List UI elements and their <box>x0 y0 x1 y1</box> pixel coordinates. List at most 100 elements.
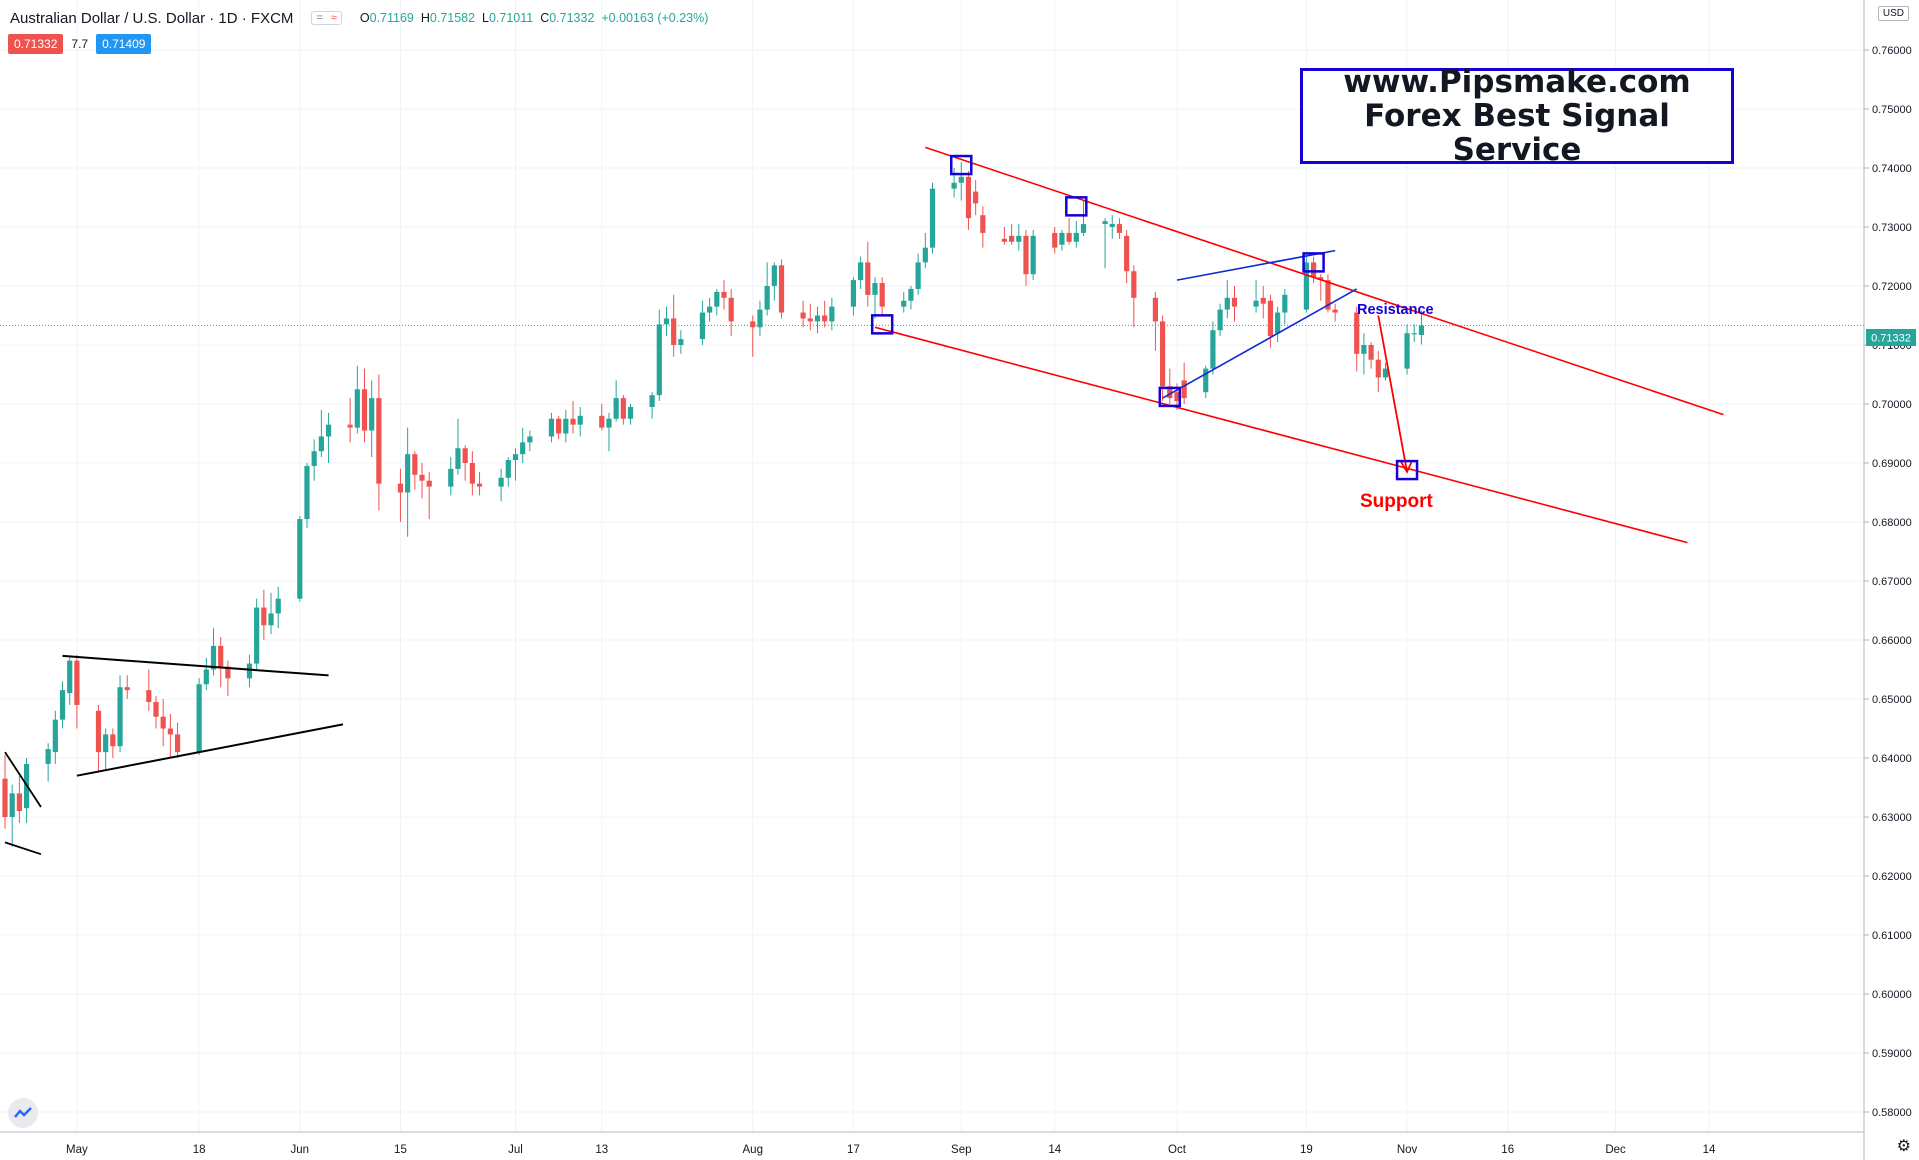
candle-body <box>412 454 418 475</box>
candle <box>1203 365 1209 399</box>
candle-body <box>297 519 303 599</box>
time-tick-label: 18 <box>193 1144 206 1156</box>
time-tick-label: 14 <box>1048 1144 1061 1156</box>
candle-body <box>45 749 51 764</box>
symbol-title[interactable]: Australian Dollar / U.S. Dollar · 1D · F… <box>10 9 294 27</box>
candle <box>2 755 8 829</box>
chart-compare-toggle[interactable]: = ≈ <box>311 11 342 25</box>
candle <box>1310 256 1317 284</box>
time-tick-label: 19 <box>1300 1144 1313 1156</box>
wedge-line-upper-left <box>4 751 42 808</box>
flag-lower-line <box>1162 288 1358 399</box>
price-tick-label: 0.61000 <box>1872 930 1912 942</box>
last-price-box <box>1866 329 1916 346</box>
candle <box>405 427 411 537</box>
sell-price-button[interactable]: 0.71332 <box>8 34 64 54</box>
candle-body <box>426 480 432 487</box>
candle-body <box>59 690 66 720</box>
candle-body <box>1181 380 1187 399</box>
candle-body <box>556 418 562 434</box>
candle-body <box>613 398 619 419</box>
candle <box>671 294 677 357</box>
candle-body <box>872 283 878 295</box>
candle <box>16 775 22 823</box>
candle <box>606 412 612 452</box>
price-tick-label: 0.64000 <box>1872 753 1912 765</box>
candle-body <box>1224 297 1230 310</box>
toggle-approx[interactable]: ≈ <box>330 12 337 24</box>
currency-label[interactable]: USD <box>1877 6 1909 21</box>
candle <box>764 262 770 316</box>
candle-body <box>1303 262 1309 310</box>
price-tick-label: 0.73000 <box>1872 222 1912 234</box>
candle <box>246 654 253 688</box>
candle <box>1361 333 1367 375</box>
candle <box>908 286 914 310</box>
candle <box>620 395 626 425</box>
candle-body <box>778 265 785 313</box>
candle-body <box>1066 232 1072 242</box>
candle-body <box>103 734 109 753</box>
buy-price-button[interactable]: 0.71409 <box>96 34 152 54</box>
candle-body <box>1073 232 1079 242</box>
candle <box>505 457 511 487</box>
candle <box>980 206 986 248</box>
candle-body <box>807 318 813 322</box>
candle <box>814 306 821 334</box>
candle-body <box>354 389 360 428</box>
candle <box>627 404 634 425</box>
candle <box>318 409 324 458</box>
candle <box>1354 306 1360 372</box>
candle-body <box>1102 221 1108 225</box>
candle-body <box>671 318 677 345</box>
candle-body <box>1418 325 1425 335</box>
price-tick-label: 0.75000 <box>1872 104 1912 116</box>
candle-body <box>1318 277 1324 281</box>
candle-body <box>922 247 928 263</box>
candle-body <box>656 324 662 396</box>
touch-box-4 <box>1302 252 1325 273</box>
candle <box>1167 368 1173 404</box>
candle <box>361 368 368 443</box>
candle <box>1282 288 1288 325</box>
candle-body <box>577 415 583 425</box>
tradingview-logo-icon[interactable] <box>8 1098 38 1128</box>
promo-line-2: Forex Best Signal Service <box>1364 98 1670 168</box>
candle <box>750 315 756 357</box>
price-tick-label: 0.58000 <box>1872 1107 1912 1119</box>
channel-support-line <box>874 326 1688 544</box>
price-tick-label: 0.67000 <box>1872 576 1912 588</box>
candle-body <box>620 398 626 419</box>
touch-box-1 <box>950 154 973 176</box>
wedge-line-lower-left <box>4 841 42 856</box>
candle-body <box>405 454 411 493</box>
candle-body <box>1159 321 1166 387</box>
candle-body <box>268 613 274 626</box>
candle <box>771 262 777 301</box>
candle <box>412 451 418 490</box>
price-tick-label: 0.60000 <box>1872 989 1912 1001</box>
candle <box>455 418 461 475</box>
candle <box>1181 362 1187 404</box>
ohlc-low: 0.71011 <box>488 11 534 25</box>
candle <box>153 696 159 729</box>
ohlc-open: 0.71169 <box>369 11 414 25</box>
candle <box>1116 218 1123 239</box>
candle-body <box>822 315 828 322</box>
time-tick-label: Nov <box>1397 1144 1418 1156</box>
candle-body <box>455 448 461 469</box>
channel-resistance-line <box>925 146 1724 416</box>
candle <box>275 586 281 629</box>
candle <box>325 412 332 463</box>
candle-body <box>1023 235 1029 275</box>
candle <box>1009 224 1015 245</box>
price-tick-label: 0.74000 <box>1872 163 1912 175</box>
candle-body <box>476 483 483 487</box>
candle-body <box>980 215 986 233</box>
candle <box>268 592 274 635</box>
gear-icon[interactable]: ⚙ <box>1896 1138 1911 1155</box>
toggle-equal[interactable]: = <box>316 12 323 24</box>
candle-body <box>1052 232 1058 248</box>
price-tick-label: 0.68000 <box>1872 517 1912 529</box>
